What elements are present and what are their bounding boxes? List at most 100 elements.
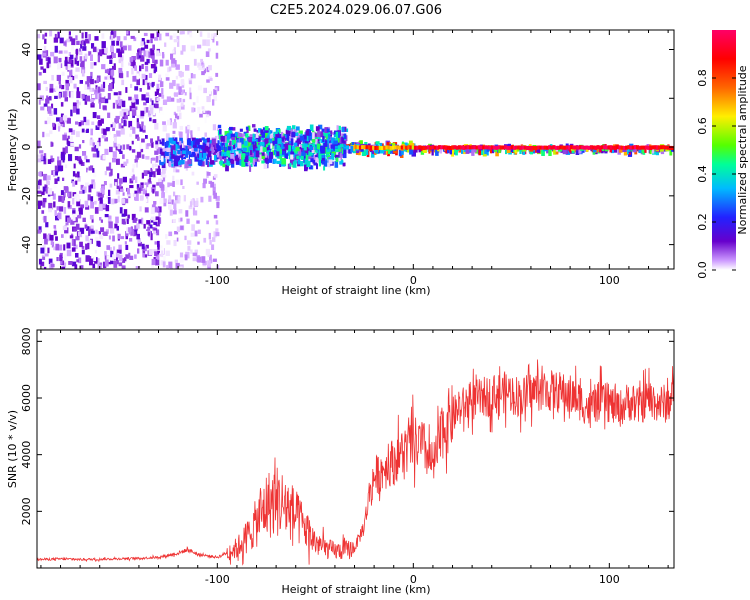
heatmap-cell bbox=[132, 219, 137, 223]
heatmap-cell bbox=[155, 191, 159, 197]
heatmap-cell bbox=[67, 135, 70, 139]
heatmap-cell bbox=[181, 157, 186, 161]
heatmap-cell bbox=[141, 94, 146, 101]
heatmap-cell bbox=[96, 77, 99, 83]
heatmap-cell bbox=[365, 145, 369, 150]
heatmap-cell bbox=[420, 145, 424, 150]
heatmap-cell bbox=[339, 153, 342, 160]
heatmap-cell bbox=[197, 229, 201, 234]
heatmap-cell bbox=[153, 230, 157, 235]
heatmap-cell bbox=[74, 146, 79, 152]
heatmap-cell bbox=[225, 131, 229, 135]
heatmap-cell bbox=[317, 136, 320, 143]
heatmap-cell bbox=[273, 158, 277, 164]
heatmap-cell bbox=[239, 128, 243, 132]
heatmap-cell bbox=[148, 51, 152, 58]
heatmap-cell bbox=[48, 61, 52, 68]
heatmap-cell bbox=[215, 135, 218, 143]
heatmap-cell bbox=[356, 145, 360, 150]
heatmap-cell bbox=[378, 146, 382, 150]
heatmap-cell bbox=[660, 149, 665, 155]
heatmap-cell bbox=[102, 105, 107, 110]
heatmap-cell bbox=[197, 106, 201, 114]
heatmap-cell bbox=[361, 150, 367, 156]
heatmap-cell bbox=[102, 203, 107, 209]
heatmap-cell bbox=[49, 30, 53, 37]
heatmap-cell bbox=[66, 242, 71, 249]
heatmap-cell bbox=[49, 234, 54, 241]
heatmap-cell bbox=[143, 102, 147, 106]
heatmap-cell bbox=[128, 45, 132, 51]
heatmap-cell bbox=[128, 228, 131, 235]
heatmap-cell bbox=[272, 150, 275, 156]
heatmap-cell bbox=[201, 256, 206, 263]
heatmap-cell bbox=[189, 32, 193, 38]
heatmap-cell bbox=[70, 109, 73, 117]
heatmap-cell bbox=[91, 217, 94, 223]
heatmap-cell bbox=[98, 204, 103, 212]
heatmap-cell bbox=[599, 149, 602, 153]
heatmap-cell bbox=[81, 93, 85, 99]
heatmap-cell bbox=[451, 145, 455, 150]
heatmap-cell bbox=[178, 86, 182, 93]
heatmap-cell bbox=[275, 134, 280, 138]
heatmap-cell bbox=[84, 155, 88, 160]
heatmap-cell bbox=[79, 51, 83, 55]
heatmap-cell bbox=[188, 151, 191, 155]
heatmap-cell bbox=[90, 230, 95, 234]
heatmap-cell bbox=[74, 74, 78, 79]
heatmap-cell bbox=[218, 155, 223, 162]
heatmap-cell bbox=[133, 217, 138, 221]
heatmap-cell bbox=[204, 117, 207, 124]
heatmap-cell bbox=[76, 171, 80, 178]
heatmap-cell bbox=[435, 149, 439, 156]
heatmap-cell bbox=[181, 79, 185, 86]
heatmap-cell bbox=[258, 154, 262, 161]
heatmap-cell bbox=[144, 207, 149, 213]
heatmap-cell bbox=[136, 122, 140, 129]
heatmap-cell bbox=[131, 59, 136, 67]
heatmap-cell bbox=[170, 97, 175, 102]
heatmap-cell bbox=[40, 106, 45, 111]
heatmap-cell bbox=[101, 134, 106, 139]
heatmap-cell bbox=[151, 258, 156, 266]
heatmap-cell bbox=[159, 179, 164, 187]
heatmap-cell bbox=[140, 55, 145, 62]
heatmap-cell bbox=[171, 140, 176, 145]
heatmap-cell bbox=[100, 219, 103, 223]
heatmap-cell bbox=[162, 52, 165, 59]
heatmap-cell bbox=[212, 39, 215, 43]
heatmap-cell bbox=[278, 144, 282, 148]
heatmap-cell bbox=[310, 133, 314, 139]
heatmap-cell bbox=[120, 55, 124, 61]
heatmap-cell bbox=[217, 145, 222, 152]
heatmap-cell bbox=[110, 69, 115, 76]
heatmap-cell bbox=[315, 157, 320, 163]
heatmap-cell bbox=[258, 142, 261, 147]
heatmap-cell bbox=[44, 238, 48, 245]
heatmap-cell bbox=[266, 150, 271, 156]
heatmap-cell bbox=[99, 217, 102, 221]
heatmap-cell bbox=[38, 99, 41, 105]
heatmap-cell bbox=[139, 142, 142, 150]
heatmap-cell bbox=[99, 102, 101, 109]
heatmap-cell bbox=[92, 112, 97, 119]
heatmap-cell bbox=[144, 112, 149, 117]
heatmap-cell bbox=[50, 155, 53, 161]
heatmap-cell bbox=[117, 195, 120, 203]
heatmap-cell bbox=[64, 253, 67, 261]
heatmap-cell bbox=[141, 172, 144, 179]
heatmap-cell bbox=[101, 48, 105, 55]
heatmap-cell bbox=[110, 227, 115, 234]
heatmap-cell bbox=[238, 133, 243, 138]
heatmap-cell bbox=[53, 108, 58, 115]
heatmap-cell bbox=[165, 250, 170, 256]
heatmap-cell bbox=[294, 132, 299, 136]
heatmap-cell bbox=[119, 111, 124, 117]
heatmap-cell bbox=[135, 266, 141, 269]
heatmap-cell bbox=[127, 188, 130, 195]
heatmap-cell bbox=[493, 145, 497, 150]
colorbar-tick-label: 0.2 bbox=[696, 213, 709, 231]
heatmap-cell bbox=[609, 145, 613, 150]
heatmap-cell bbox=[124, 115, 128, 120]
